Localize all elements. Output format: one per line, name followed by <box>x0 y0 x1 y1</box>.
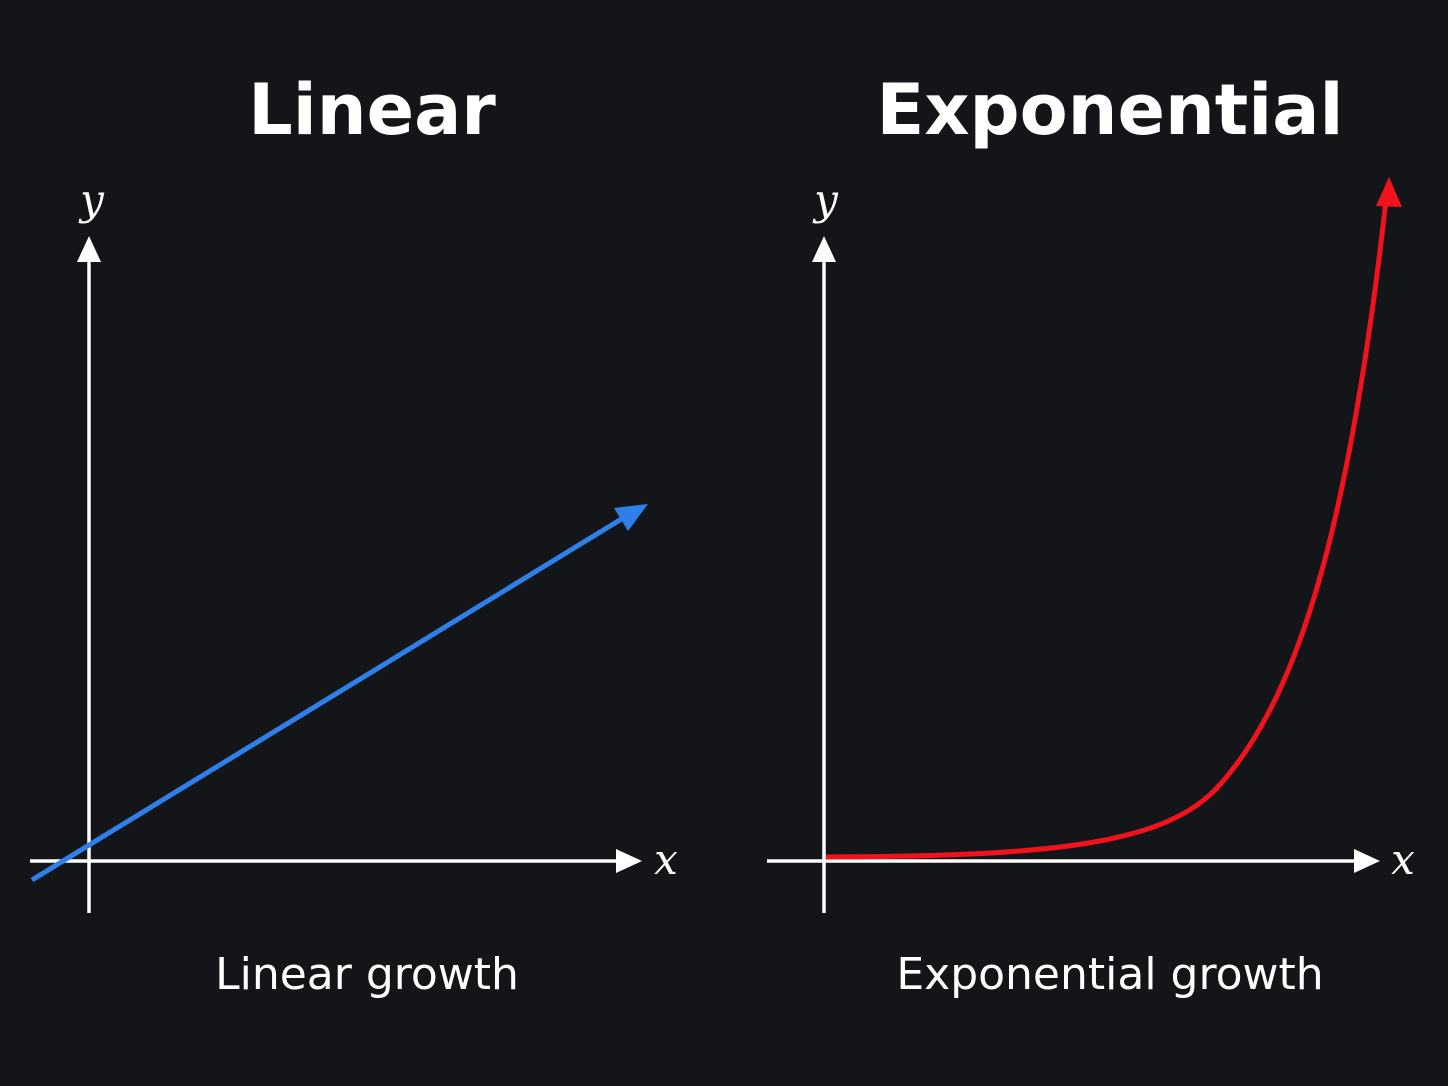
y-arrow <box>812 236 836 262</box>
panel-exponential: Exponential y x Exponential growth <box>767 69 1415 1000</box>
panel-linear: Linear y x Linear growth <box>30 69 678 1000</box>
caption: Linear growth <box>215 949 519 1000</box>
x-arrow <box>1354 849 1380 873</box>
y-label: y <box>812 175 839 224</box>
exponential-curve <box>825 199 1389 860</box>
x-arrow <box>616 849 642 873</box>
linear-arrow <box>614 504 648 531</box>
y-label: y <box>78 175 105 224</box>
exponential-arrow <box>1376 177 1402 207</box>
panel-title: Exponential <box>877 69 1344 151</box>
y-arrow <box>77 236 101 262</box>
x-label: x <box>654 835 678 884</box>
caption: Exponential growth <box>896 949 1323 1000</box>
panel-title: Linear <box>248 69 496 151</box>
x-label: x <box>1391 835 1415 884</box>
linear-line <box>30 512 630 883</box>
